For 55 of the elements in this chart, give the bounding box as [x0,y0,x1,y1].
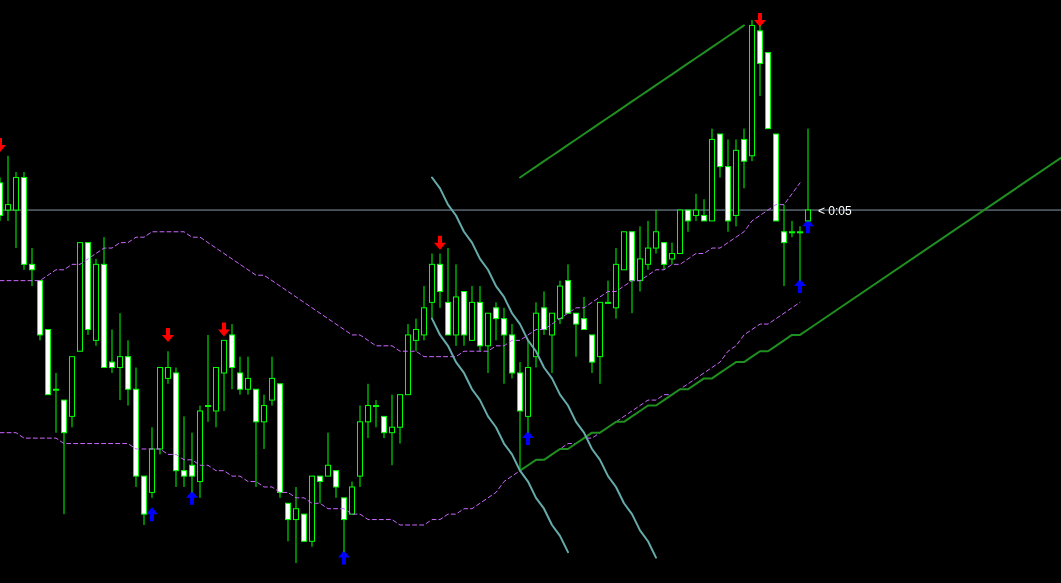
candlestick [285,502,291,542]
candlestick [29,247,35,287]
candlestick [189,432,195,493]
candlestick [205,334,211,423]
candlestick [661,242,667,271]
candlestick [373,399,379,428]
candlestick [237,356,243,396]
candlestick [53,372,59,434]
candlestick [333,470,339,499]
point [522,431,534,446]
candlestick [261,394,267,450]
candlestick [245,356,251,396]
point [338,550,350,565]
candlestick [781,204,787,287]
candlestick [317,475,323,504]
point [218,322,230,337]
candlestick [501,307,507,385]
candlestick [685,209,691,233]
candlestick [741,128,747,189]
point [186,490,198,505]
candlestick [109,329,115,374]
candlestick [493,301,499,341]
candlestick [413,318,419,352]
point [146,507,158,522]
point [434,235,446,250]
candlestick [341,497,347,553]
candlestick [381,415,387,439]
candlestick [797,225,803,282]
candlestick [541,291,547,336]
candlestick [5,155,11,222]
candlestick [645,220,651,271]
candlestick [701,198,707,222]
candlestick [653,209,659,254]
candlestick [117,312,123,401]
candlestick [581,296,587,331]
point [754,13,766,27]
candlestick [605,280,611,304]
candlestick [789,220,795,238]
annotation: < 0:05 [818,204,853,219]
candlestick [693,193,699,222]
candlestick [365,383,371,439]
point [794,279,806,294]
candlestick [165,350,171,385]
candlestick [389,394,395,466]
point [162,327,174,342]
point [802,219,814,234]
candlestick [805,128,811,222]
candlestick [181,415,187,488]
candlestick [637,225,643,292]
candlestick [325,432,331,477]
candlestick [573,312,579,358]
candlestick [269,356,275,407]
candlestick [669,242,675,265]
candlestick [549,312,555,374]
candlestick [293,486,299,564]
